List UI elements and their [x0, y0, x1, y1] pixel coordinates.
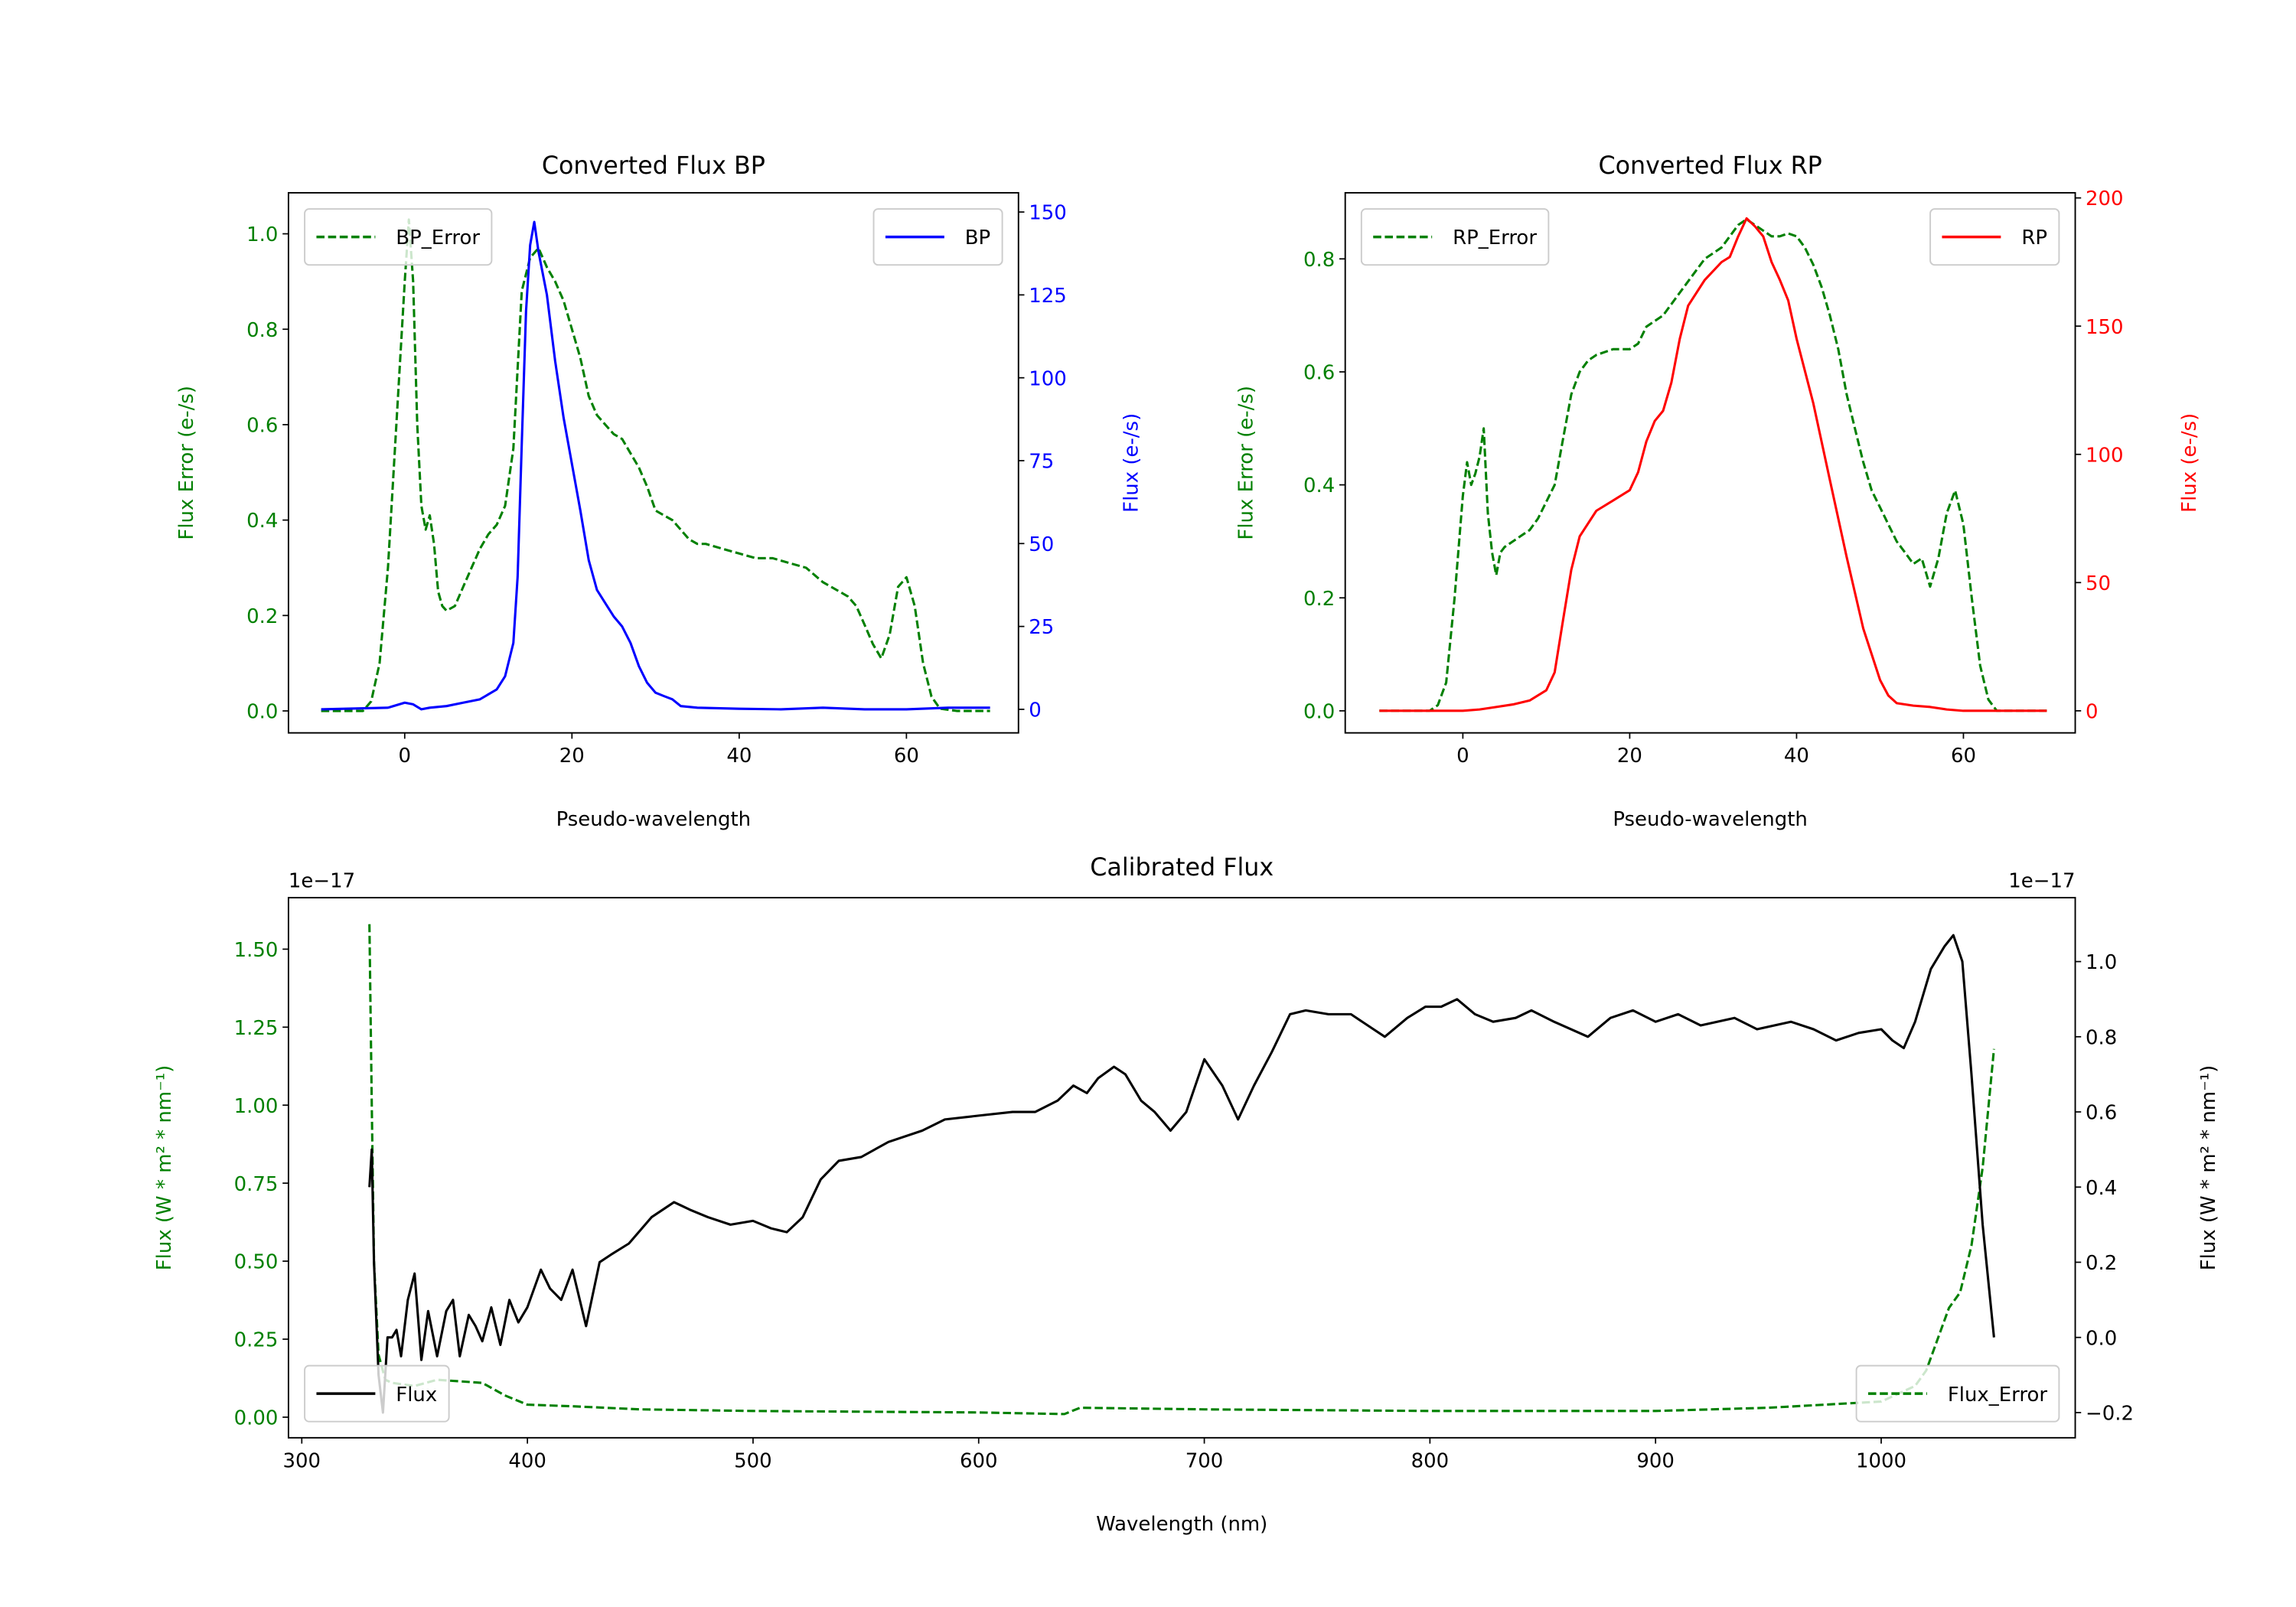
x-axis-label: Pseudo-wavelength	[556, 808, 752, 831]
legend-label: BP	[965, 227, 990, 249]
y-right-tick-label: 150	[2086, 316, 2124, 339]
x-tick-label: 0	[399, 745, 412, 768]
x-tick-label: 900	[1636, 1449, 1675, 1472]
y-right-tick-label: 50	[2086, 572, 2111, 595]
x-tick-label: 60	[1951, 745, 1976, 768]
axes-frame	[287, 191, 1019, 734]
y-left-tick-label: 0.4	[246, 510, 278, 533]
chart-1: 0 20 40 60 0.0 0.2 0.4 0.6 0.8 1.0 0 25 50 75 100 125 15…	[175, 152, 1143, 831]
chart-3: 300 400 500 600 700 800 900 1000 0.00 0.25 0.50 0.7…	[153, 854, 2220, 1536]
x-axis-label: Pseudo-wavelength	[1613, 808, 1808, 831]
y-left-tick-label: 0.6	[1303, 362, 1335, 385]
x-tick-label: 1000	[1856, 1449, 1906, 1472]
x-tick-label: 800	[1411, 1449, 1450, 1472]
chart-title: Converted Flux BP	[542, 152, 765, 180]
y-left-tick-label: 0.0	[246, 701, 278, 724]
x-tick-label: 0	[1456, 745, 1469, 768]
y-left-tick-label: 0.0	[1303, 701, 1335, 724]
y-left-tick-label: 0.00	[234, 1407, 279, 1430]
x-tick-label: 500	[734, 1449, 772, 1472]
y-right-tick-label: 0	[2086, 700, 2099, 723]
y-left-tick-label: 0.2	[246, 605, 278, 628]
x-tick-label: 20	[1617, 745, 1642, 768]
legend-flux-error: Flux_Error	[1855, 1364, 2060, 1423]
x-tick-label: 300	[283, 1449, 321, 1472]
legend-box	[304, 1364, 450, 1423]
x-tick-label: 40	[1784, 745, 1809, 768]
legend-flux: Flux	[304, 1364, 450, 1423]
legend-box	[304, 208, 493, 266]
legend-rp-error: RP_Error	[1360, 208, 1550, 266]
x-tick-label: 20	[559, 745, 585, 768]
series-line-flux-error	[368, 924, 1995, 1416]
chart-title: Converted Flux RP	[1598, 152, 1821, 180]
y-left-axis-label: Flux Error (e-/s)	[175, 386, 198, 540]
y-left-offset-text: 1e−17	[289, 870, 355, 893]
y-left-tick-label: 0.25	[234, 1329, 279, 1352]
legend-label: Flux	[396, 1384, 437, 1407]
y-left-tick-label: 0.2	[1303, 588, 1335, 611]
series-line-rp-error	[1379, 218, 2047, 712]
y-right-tick-label: 0.0	[2086, 1327, 2117, 1350]
legend-rp: RP	[1929, 208, 2060, 266]
y-right-offset-text: 1e−17	[2008, 870, 2075, 893]
y-left-tick-label: 0.4	[1303, 474, 1335, 497]
chart-2: 0 20 40 60 0.0 0.2 0.4 0.6 0.8 0 50 100 150 200 Conver…	[1235, 152, 2202, 831]
y-left-tick-label: 0.6	[246, 415, 278, 438]
y-left-axis-label: Flux Error (e-/s)	[1235, 386, 1258, 540]
y-left-axis-label: Flux (W * m² * nm⁻¹)	[153, 1065, 176, 1271]
y-right-axis-label: Flux (e-/s)	[1120, 413, 1143, 513]
legend-bp-error: BP_Error	[304, 208, 493, 266]
legend-bp: BP	[872, 208, 1003, 266]
series-line-bp	[321, 220, 990, 711]
y-right-tick-label: 1.0	[2086, 951, 2117, 974]
legend-label: BP_Error	[396, 227, 480, 249]
axes-frame	[1344, 191, 2076, 734]
legend-label: Flux_Error	[1948, 1384, 2048, 1407]
y-right-tick-label: 0.6	[2086, 1102, 2117, 1125]
y-left-tick-label: 1.25	[234, 1017, 279, 1040]
y-right-tick-label: 75	[1029, 451, 1054, 474]
y-right-tick-label: 25	[1029, 616, 1054, 639]
chart-title: Calibrated Flux	[1090, 854, 1274, 882]
legend-box	[1855, 1364, 2060, 1423]
y-left-tick-label: 1.00	[234, 1095, 279, 1118]
series-line-rp	[1379, 217, 2047, 712]
y-right-tick-label: 100	[2086, 444, 2124, 467]
y-right-tick-label: 125	[1029, 285, 1067, 308]
series-line-bp-error	[321, 218, 990, 712]
y-right-tick-label: 0.8	[2086, 1026, 2117, 1049]
y-right-tick-label: 0.4	[2086, 1177, 2117, 1200]
legend-label: RP_Error	[1453, 227, 1537, 249]
y-left-tick-label: 0.8	[1303, 249, 1335, 272]
y-right-tick-label: 0.2	[2086, 1252, 2117, 1275]
y-right-tick-label: 200	[2086, 187, 2124, 210]
y-left-tick-label: 0.75	[234, 1173, 279, 1196]
y-left-tick-label: 1.0	[246, 223, 278, 246]
y-left-tick-label: 1.50	[234, 939, 279, 962]
y-right-tick-label: 150	[1029, 202, 1067, 225]
x-axis-label: Wavelength (nm)	[1096, 1513, 1267, 1536]
y-right-axis-label: Flux (e-/s)	[2178, 413, 2201, 513]
x-tick-label: 400	[508, 1449, 546, 1472]
y-right-tick-label: 0	[1029, 699, 1042, 722]
legend-box	[1360, 208, 1550, 266]
y-right-tick-label: 100	[1029, 367, 1067, 390]
series-line-flux	[368, 934, 1995, 1414]
y-left-tick-label: 0.50	[234, 1251, 279, 1274]
x-tick-label: 40	[726, 745, 752, 768]
axes-frame	[287, 897, 2076, 1439]
y-right-axis-label: Flux (W * m² * nm⁻¹)	[2197, 1065, 2220, 1271]
x-tick-label: 700	[1186, 1449, 1224, 1472]
y-right-tick-label: 50	[1029, 533, 1054, 556]
y-right-tick-label: −0.2	[2086, 1403, 2134, 1426]
y-left-tick-label: 0.8	[246, 319, 278, 342]
x-tick-label: 60	[894, 745, 919, 768]
x-tick-label: 600	[960, 1449, 998, 1472]
legend-label: RP	[2021, 227, 2047, 249]
